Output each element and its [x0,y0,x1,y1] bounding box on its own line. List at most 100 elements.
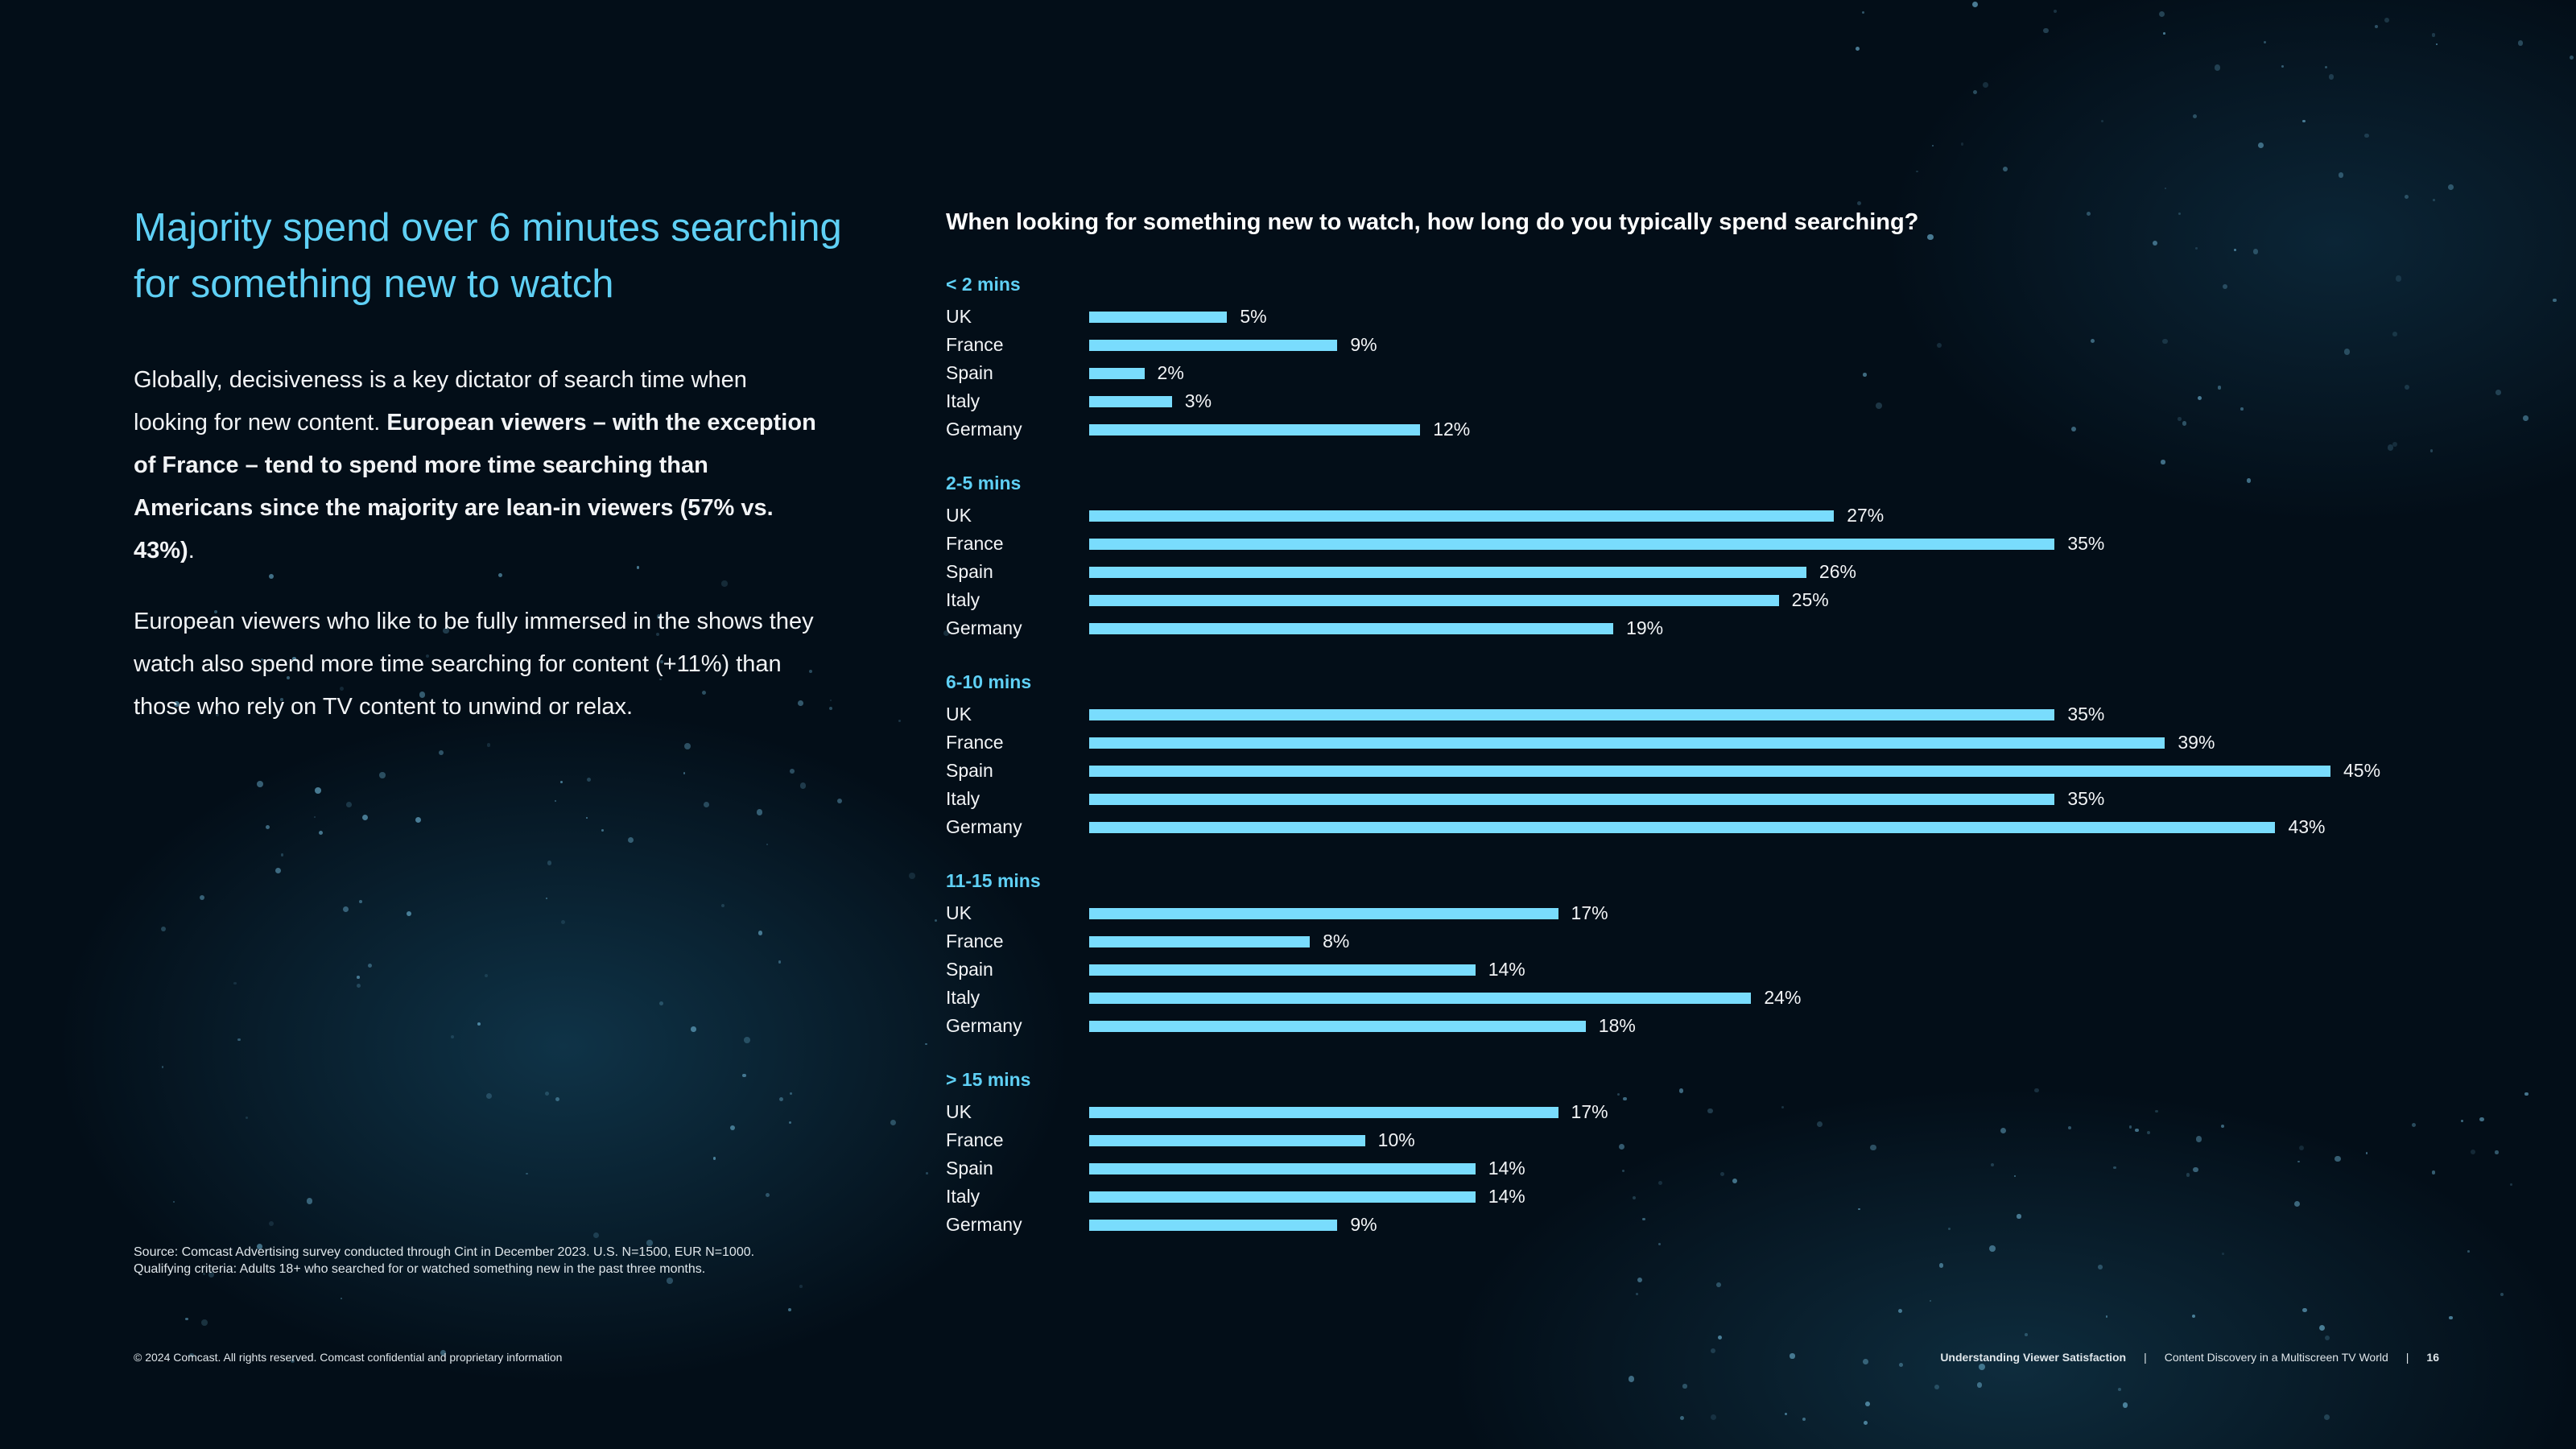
category-label: Italy [946,589,980,610]
particle [315,787,321,794]
particle [2214,64,2220,71]
bar [1089,623,1614,634]
particle [161,926,167,931]
particle [2570,55,2574,60]
particle [2298,1145,2305,1150]
value-label: 45% [2343,760,2381,781]
body-paragraph-1: Globally, decisiveness is a key dictator… [134,359,826,572]
value-label: 25% [1791,589,1829,610]
particle [1720,1172,1724,1177]
value-label: 14% [1488,1186,1525,1207]
particle [655,632,659,636]
particle [756,809,763,815]
particle [343,906,349,912]
particle [2281,64,2285,68]
particle [2293,1200,2301,1208]
particle [1869,1144,1876,1151]
particle [346,802,353,807]
particle [2431,1170,2436,1174]
particle [1632,1195,1636,1200]
particle [379,772,386,778]
particle [1858,1208,1860,1211]
particle [2182,421,2187,426]
particle [1637,1277,1643,1282]
particle [2319,1325,2326,1331]
particle [367,963,372,968]
particle [356,983,361,989]
particle [2000,1127,2007,1133]
particle [319,830,324,835]
bar [1089,1135,1365,1146]
category-label: France [946,732,1004,753]
particle [742,1073,746,1077]
group-label: 2-5 mins [946,473,1022,493]
particle [286,676,290,679]
value-label: 2% [1157,362,1184,383]
particle [2161,338,2168,345]
particle [2054,9,2058,13]
particle [2195,1136,2202,1142]
particle [1938,1263,1943,1268]
value-label: 24% [1764,987,1802,1008]
particle [1991,1162,1995,1166]
particle [1983,82,1988,89]
particle [788,1307,792,1312]
paragraph-emphasis: European viewers – with the exception of… [134,410,816,564]
category-label: Germany [946,816,1022,837]
bar [1089,368,1145,379]
particle [1781,1106,1785,1109]
particle [341,1297,343,1299]
body-paragraph-2: European viewers who like to be fully im… [134,609,814,720]
bar [1089,1163,1476,1174]
bar [1089,312,1228,323]
particle [306,1198,313,1204]
particle [2017,1214,2021,1219]
particle [2034,1088,2039,1093]
particle [1628,1376,1635,1382]
particle [549,617,552,620]
particle [2460,1119,2464,1122]
category-label: Spain [946,760,993,781]
particle [909,873,915,879]
particle [2470,1149,2476,1155]
particle [2105,1315,2108,1318]
particle [199,895,204,901]
particle [836,799,842,804]
particle [555,1097,559,1102]
particle [2177,417,2182,421]
value-label: 8% [1323,931,1350,952]
particle [2302,1307,2307,1313]
particle [1899,1363,1903,1367]
particle [2195,247,2198,250]
particle [560,780,564,783]
particle [890,1119,897,1126]
particle [426,654,430,658]
bar [1089,1220,1338,1231]
particle [439,749,444,756]
value-label: 35% [2067,704,2105,724]
particle [2364,133,2369,138]
particle [2553,298,2557,303]
particle [1710,1414,1717,1421]
particle [1929,1299,1932,1302]
particle [1618,1143,1624,1150]
particle [766,844,768,846]
bar [1089,567,1806,578]
particle [2135,1129,2139,1133]
particle [1636,1292,1638,1295]
particle [601,829,604,832]
particle [1716,1282,1722,1288]
value-label: 19% [1626,617,1664,638]
particle [2090,338,2095,343]
particle [683,743,691,750]
particle [712,1157,716,1160]
category-label: Germany [946,1015,1022,1036]
particle [790,769,795,774]
group-label: < 2 mins [946,274,1021,295]
particle [2524,1092,2529,1096]
particle [585,816,588,819]
value-label: 43% [2288,816,2326,837]
particle [357,976,360,979]
particle [2448,184,2454,191]
